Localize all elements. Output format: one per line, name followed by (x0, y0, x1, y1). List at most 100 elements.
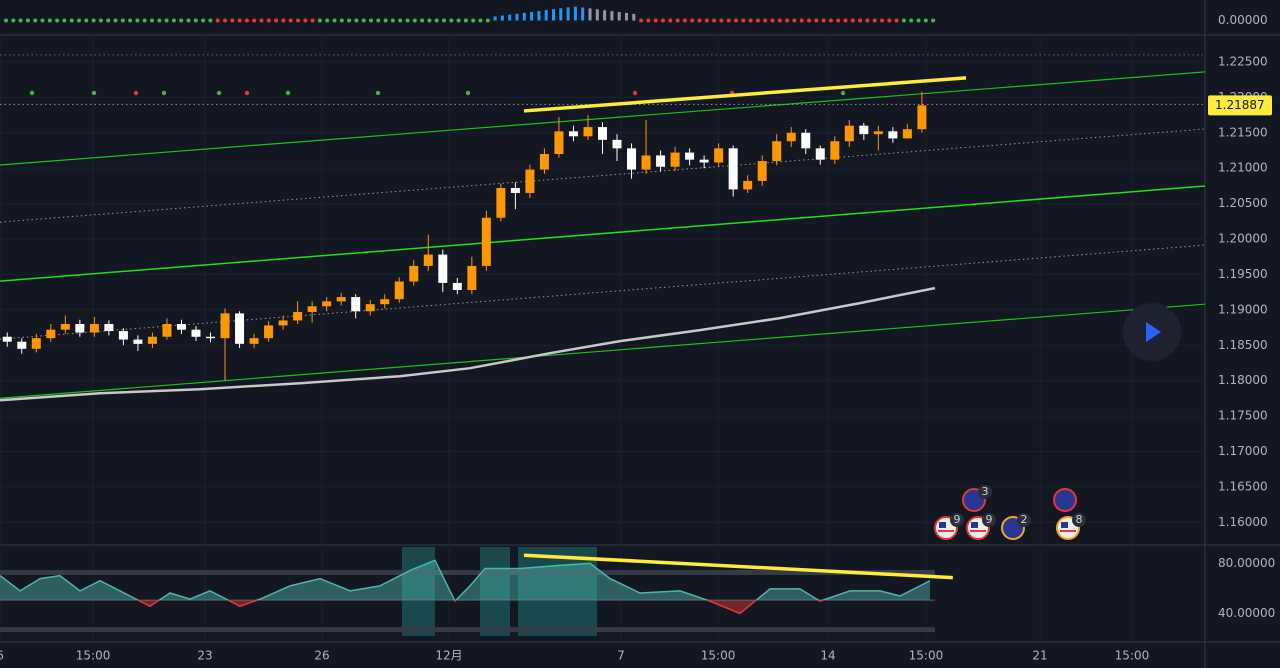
indicator-bar (595, 9, 599, 21)
indicator-dot (325, 18, 330, 23)
indicator-dot (675, 18, 680, 23)
event-badge (982, 513, 996, 527)
indicator-bar (581, 7, 585, 21)
indicator-dot (770, 18, 775, 23)
indicator-dot (179, 18, 184, 23)
indicator-dot (120, 18, 125, 23)
indicator-dot (98, 18, 103, 23)
y-tick-label: 0.00000 (1218, 13, 1268, 27)
event-count: 9 (986, 513, 993, 526)
indicator-dot (668, 18, 673, 23)
trend-line (0, 244, 1205, 340)
candle-body (496, 188, 506, 218)
candle-body (278, 320, 288, 326)
indicator-dot (150, 18, 154, 23)
signal-dot (285, 90, 291, 96)
candle-body (612, 139, 622, 149)
indicator-bar (603, 10, 607, 21)
y-tick-label: 1.21000 (1218, 161, 1268, 175)
candle-body (830, 141, 840, 160)
oscillator-area (0, 560, 931, 601)
indicator-dot (91, 18, 96, 23)
candle-body (699, 159, 709, 163)
indicator-bar (625, 12, 628, 21)
candle-body (17, 341, 27, 349)
candle-body (118, 331, 128, 340)
event-flag (1061, 522, 1068, 528)
indicator-bar (573, 6, 577, 21)
indicator-dot (909, 18, 914, 23)
indicator-dot (646, 18, 651, 23)
candle-body (670, 152, 680, 167)
event-flag (939, 522, 946, 528)
candle-body (409, 265, 419, 282)
event-count: 3 (982, 485, 989, 498)
indicator-dot (84, 18, 89, 23)
indicator-dot (390, 18, 395, 23)
y-tick-label: 1.16500 (1218, 479, 1268, 493)
indicator-dot (106, 18, 111, 23)
candle-body (743, 180, 753, 190)
indicator-dot (128, 18, 133, 23)
indicator-dot (916, 18, 921, 23)
candle-body (583, 127, 593, 137)
indicator-dot (799, 18, 804, 23)
signal-dot (161, 90, 167, 96)
indicator-bar (522, 12, 526, 21)
y-tick-label: 1.16000 (1218, 515, 1268, 529)
price-tag (1208, 95, 1272, 116)
candle-body (147, 336, 157, 344)
indicator-dot (931, 18, 936, 23)
indicator-dot (420, 18, 425, 23)
indicator-dot (186, 18, 191, 23)
indicator-dot (726, 18, 731, 23)
candle-body (31, 338, 41, 349)
x-tick-label: 14 (820, 649, 835, 663)
indicator-dot (383, 18, 388, 23)
indicator-dot (296, 18, 300, 23)
event-badge (1072, 513, 1086, 527)
indicator-dot (807, 18, 811, 23)
candle-body (220, 313, 230, 339)
indicator-bar (588, 8, 592, 21)
y-tick-label: 1.18000 (1218, 373, 1268, 387)
candle-body (844, 125, 854, 142)
candle-body (902, 129, 912, 139)
indicator-dot (894, 18, 899, 23)
indicator-dot (427, 18, 432, 23)
event-count: 2 (1021, 513, 1028, 526)
candle-body (2, 336, 12, 342)
indicator-dot (303, 18, 308, 23)
event-flag (971, 522, 978, 528)
indicator-dot (485, 18, 490, 23)
candle-body (917, 105, 927, 130)
trend-line (0, 185, 1205, 282)
indicator-bar (544, 10, 548, 21)
indicator-dot (690, 18, 695, 23)
event-badge (1017, 513, 1031, 527)
indicator-dot (33, 18, 38, 23)
candle-body (104, 324, 114, 332)
candle-body (60, 324, 70, 330)
indicator-dot (55, 18, 60, 23)
candle-body (351, 297, 361, 312)
y-tick-label: 1.17500 (1218, 409, 1268, 423)
indicator-bar (632, 13, 636, 21)
trend-line (523, 553, 953, 580)
signal-dot (216, 90, 222, 96)
candle-body (815, 148, 825, 160)
indicator-dot (456, 18, 461, 23)
indicator-dot (850, 18, 855, 23)
oscillator-pane (0, 547, 1133, 642)
candle-body (191, 329, 201, 337)
candle-body (89, 324, 99, 333)
indicator-dot (639, 18, 644, 23)
price-pane (0, 35, 1205, 545)
indicator-dot (777, 18, 782, 23)
candle-body (873, 131, 883, 135)
x-tick-label: 12月 (435, 649, 462, 663)
candle-body (714, 148, 724, 163)
indicator-dot (843, 18, 848, 23)
